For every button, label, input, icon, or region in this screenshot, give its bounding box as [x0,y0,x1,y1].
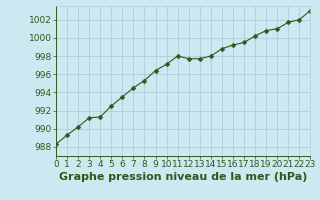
X-axis label: Graphe pression niveau de la mer (hPa): Graphe pression niveau de la mer (hPa) [59,172,308,182]
